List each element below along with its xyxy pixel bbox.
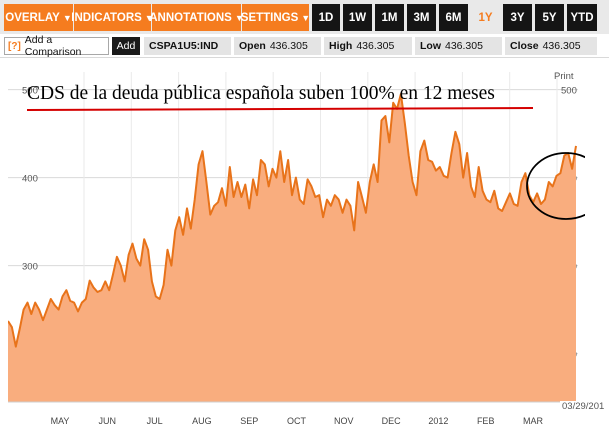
x-tick-oct: OCT (287, 416, 307, 426)
range-6m-button[interactable]: 6M (439, 4, 468, 31)
x-tick-nov: NOV (334, 416, 354, 426)
low-value: 436.305 (445, 40, 483, 52)
chevron-down-icon: ▼ (301, 12, 311, 23)
x-tick-jul: JUL (147, 416, 163, 426)
highlight-circle (526, 152, 585, 220)
annotations-menu[interactable]: ANNOTATIONS ▼ (149, 4, 244, 31)
low-cell: Low 436.305 (415, 37, 502, 55)
x-tick-mar: MAR (523, 416, 544, 426)
overlay-menu-label: OVERLAY (5, 11, 60, 24)
range-1m-button[interactable]: 1M (375, 4, 404, 31)
x-tick-feb: FEB (477, 416, 495, 426)
high-cell: High 436.305 (324, 37, 412, 55)
range-1w-button[interactable]: 1W (343, 4, 372, 31)
price-chart: 200200300300400400500500MAYJUNJULAUGSEPO… (8, 62, 607, 437)
low-label: Low (420, 40, 441, 52)
settings-menu-label: SETTINGS (240, 11, 299, 24)
y-tick-right-500: 500 (561, 86, 577, 97)
y-tick-left-500: 500 (22, 86, 38, 97)
x-tick-jun: JUN (99, 416, 117, 426)
open-cell: Open 436.305 (234, 37, 321, 55)
x-tick-sep: SEP (240, 416, 258, 426)
x-tick-aug: AUG (192, 416, 212, 426)
print-link[interactable]: Print (554, 71, 574, 82)
open-value: 436.305 (269, 40, 308, 52)
price-line (8, 93, 577, 348)
chart-canvas: 200200300300400400500500MAYJUNJULAUGSEPO… (8, 62, 585, 437)
annotations-menu-label: ANNOTATIONS (149, 11, 232, 24)
chevron-down-icon: ▼ (234, 12, 244, 23)
indicators-menu-label: INDICATORS (71, 11, 142, 24)
x-axis-band (8, 402, 578, 430)
chevron-down-icon: ▼ (144, 12, 154, 23)
chart-toolbar: OVERLAY ▼ INDICATORS ▼ ANNOTATIONS ▼ SETTIN… (0, 0, 609, 34)
chart-headline: CDS de la deuda pública española suben 1… (27, 83, 495, 104)
help-icon: [?] (8, 40, 21, 52)
range-3m-button[interactable]: 3M (407, 4, 436, 31)
high-label: High (329, 40, 353, 52)
close-value: 436.305 (542, 40, 581, 52)
y-tick-left-400: 400 (22, 174, 38, 185)
x-tick-dec: DEC (382, 416, 402, 426)
open-label: Open (239, 40, 266, 52)
chevron-down-icon: ▼ (62, 12, 72, 23)
close-label: Close (510, 40, 539, 52)
last-date-label: 03/29/201 (560, 401, 607, 412)
add-comparison-field[interactable]: [?] Add a Comparison (4, 34, 109, 58)
ticker-symbol: CSPA1U5:IND (149, 40, 219, 52)
range-5y-button[interactable]: 5Y (535, 4, 564, 31)
quote-infobar: [?] Add a Comparison Add CSPA1U5:IND Ope… (0, 34, 609, 58)
range-ytd-button[interactable]: YTD (567, 4, 597, 31)
add-comparison-label: Add a Comparison (24, 34, 82, 58)
x-tick-may: MAY (51, 416, 70, 426)
close-cell: Close 436.305 (505, 37, 597, 55)
range-3y-button[interactable]: 3Y (503, 4, 532, 31)
headline-underline (26, 107, 534, 111)
ticker-cell: CSPA1U5:IND (144, 37, 231, 55)
high-value: 436.305 (356, 40, 395, 52)
indicators-menu[interactable]: INDICATORS ▼ (71, 4, 154, 31)
x-tick-2012: 2012 (428, 416, 448, 426)
overlay-menu[interactable]: OVERLAY ▼ (4, 4, 73, 31)
add-button[interactable]: Add (112, 37, 140, 55)
y-tick-left-300: 300 (22, 262, 38, 273)
price-area-fill (8, 94, 576, 402)
range-1y-button[interactable]: 1Y (471, 4, 500, 31)
settings-menu[interactable]: SETTINGS ▼ (240, 4, 311, 31)
range-1d-button[interactable]: 1D (312, 4, 340, 31)
